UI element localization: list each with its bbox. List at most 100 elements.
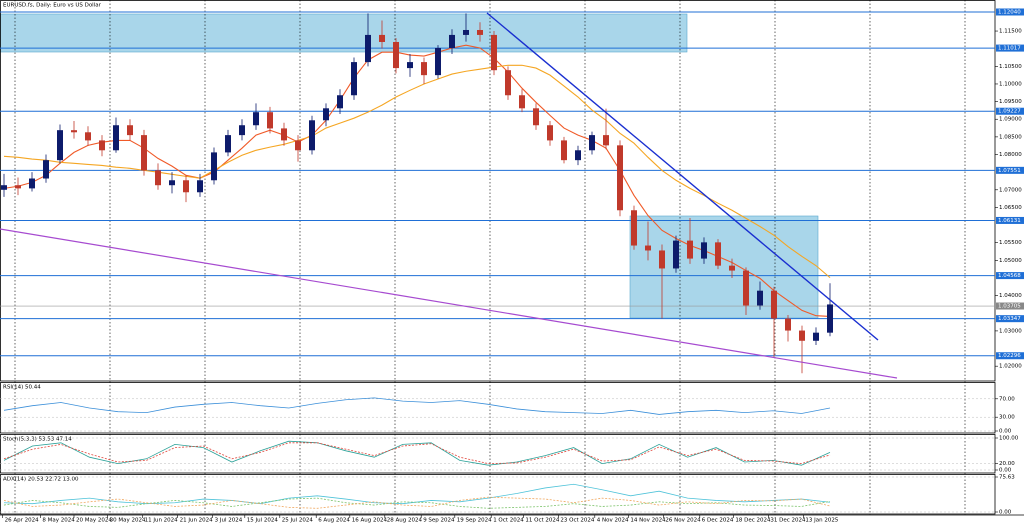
y-tick-label: 1.02000 (999, 364, 1022, 370)
y-tick-label: 1.11500 (999, 29, 1022, 35)
x-tick-label: 23 Oct 2024 (560, 518, 595, 524)
x-tick-label: 11 Oct 2024 (525, 518, 560, 524)
candle-body (225, 135, 231, 153)
x-tick-label: 8 May 2024 (42, 518, 75, 524)
level-label-box (996, 44, 1024, 52)
indicator-line (3, 397, 831, 415)
x-tick-label: 30 May 2024 (110, 518, 146, 524)
x-tick-label: 26 Apr 2024 (5, 518, 40, 524)
x-tick-label: 31 Dec 2024 (770, 518, 806, 524)
candle-body (435, 47, 441, 76)
candle-body (645, 245, 651, 251)
trendlines (0, 12, 898, 379)
panel-frame (0, 434, 996, 474)
candle-body (393, 41, 399, 69)
y-tick-label: 1.05500 (999, 240, 1022, 246)
x-tick-label: 11 Jun 2024 (145, 518, 179, 524)
candle-body (239, 125, 245, 136)
y-tick-label: 1.03000 (999, 328, 1022, 334)
candle-body (589, 135, 595, 151)
x-tick-label: 1 Oct 2024 (493, 518, 524, 524)
x-tick-label: 14 Nov 2024 (630, 518, 666, 524)
x-tick-label: 4 Nov 2024 (597, 518, 629, 524)
candle-body (281, 128, 287, 141)
x-tick-label: 3 Jul 2024 (215, 518, 243, 524)
candle-body (85, 132, 91, 141)
candle-body (631, 210, 637, 246)
candle-body (379, 34, 385, 42)
y-tick-label: 0.00 (999, 429, 1012, 435)
candle-body (127, 125, 133, 136)
candle-body (155, 170, 161, 186)
panel-frame (0, 0, 996, 382)
panel-title: Stoch(5,3,3) 53.53 47.14 (3, 437, 72, 443)
y-tick-label: 0.00 (999, 468, 1012, 474)
candle-body (449, 34, 455, 48)
last-price-label: 1.03705 (998, 304, 1021, 310)
candle-body (575, 150, 581, 161)
y-tick-label: 20.00 (999, 461, 1015, 467)
x-tick-label: 6 Dec 2024 (702, 518, 734, 524)
level-label: 1.11017 (998, 46, 1021, 52)
x-tick-label: 26 Nov 2024 (665, 518, 701, 524)
y-tick-label: 1.09500 (999, 99, 1022, 105)
candle-body (813, 332, 819, 341)
level-label: 1.06131 (998, 218, 1021, 224)
candle-body (771, 290, 777, 319)
candle-body (701, 242, 707, 259)
candle-body (337, 95, 343, 109)
x-tick-label: 16 Aug 2024 (352, 518, 388, 524)
level-label: 1.12040 (998, 9, 1021, 15)
candle-body (757, 290, 763, 306)
y-tick-label: 1.05000 (999, 258, 1022, 264)
candle-body (365, 34, 371, 63)
x-tick-label: 18 Dec 2024 (735, 518, 771, 524)
x-tick-label: 28 Aug 2024 (387, 518, 423, 524)
y-tick-label: 75.63 (999, 475, 1015, 481)
candle-body (617, 145, 623, 211)
candle-body (785, 318, 791, 331)
candle-body (29, 178, 35, 189)
x-tick-label: 9 Sep 2024 (423, 518, 455, 524)
candle-body (491, 34, 497, 71)
level-label: 1.02296 (998, 353, 1021, 359)
y-tick-label: 1.08000 (999, 152, 1022, 158)
candle-body (15, 185, 21, 189)
y-tick-label: 1.06500 (999, 205, 1022, 211)
y-tick-label: 100.00 (999, 436, 1019, 442)
candle-body (603, 135, 609, 146)
candle-body (99, 140, 105, 151)
level-label: 1.07551 (998, 168, 1021, 174)
trendline (486, 12, 879, 341)
level-label: 1.04568 (998, 273, 1021, 279)
candle-body (533, 108, 539, 126)
level-label: 1.03347 (998, 316, 1021, 322)
x-tick-label: 19 Sep 2024 (457, 518, 492, 524)
indicator-line (3, 440, 831, 466)
candle-body (407, 62, 413, 69)
y-tick-label: 1.04000 (999, 293, 1022, 299)
panel-frame (0, 474, 996, 515)
candle-body (673, 240, 679, 269)
panel-frame (0, 382, 996, 434)
level-label-box (996, 272, 1024, 280)
candle-body (267, 112, 273, 129)
candle-body (1, 185, 7, 190)
level-label-box (996, 352, 1024, 360)
candle-body (743, 270, 749, 306)
candle-body (309, 120, 315, 151)
candle-body (463, 29, 469, 35)
x-tick-label: 20 May 2024 (76, 518, 112, 524)
candle-body (211, 152, 217, 181)
x-tick-label: 6 Aug 2024 (318, 518, 350, 524)
level-label-box (996, 166, 1024, 174)
x-tick-label: 25 Jul 2024 (282, 518, 314, 524)
candle-body (113, 125, 119, 151)
candle-body (197, 180, 203, 193)
candle-body (141, 135, 147, 171)
candle-body (799, 330, 805, 341)
candle-body (477, 29, 483, 35)
panel-title: EURUSD.fs, Daily: Euro vs US Dollar (3, 3, 102, 9)
